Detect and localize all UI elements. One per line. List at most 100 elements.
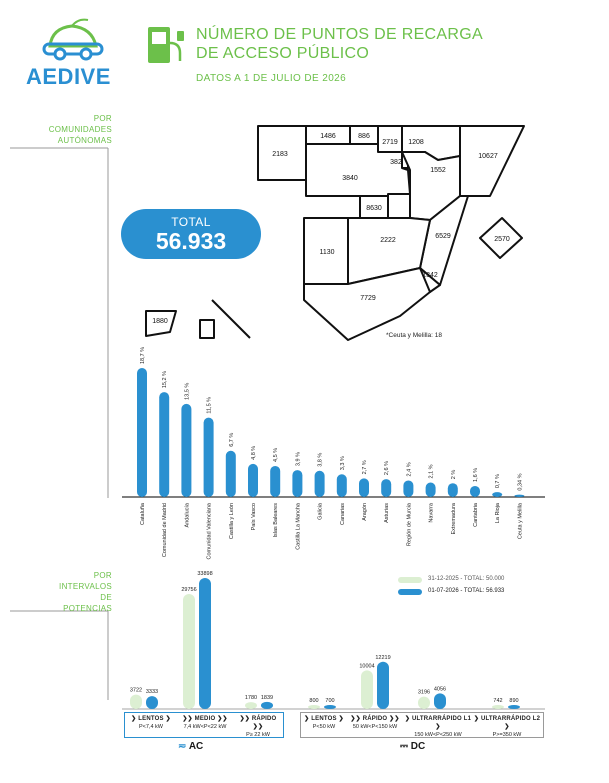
bar [183, 594, 195, 709]
map-label: 10627 [478, 153, 498, 160]
bar [425, 482, 436, 497]
bar-value-label: 4,5 % [273, 448, 279, 462]
legend-item: 31-12-2025 - TOTAL: 50.000 [398, 576, 548, 586]
bar-value-label: 700 [325, 698, 334, 704]
bar-value-label: 1,6 % [473, 468, 479, 482]
section-label-regions: POR COMUNIDADES AUTÓNOMAS [18, 113, 112, 146]
legend-item: 01-07-2026 - TOTAL: 56.933 [398, 588, 548, 598]
legend-label: 01-07-2026 - TOTAL: 56.933 [428, 588, 505, 594]
category-ac-medio: ❯❯ MEDIO ❯❯ 7,4 kW<P<22 kW [176, 715, 234, 731]
bar-value-label: 3333 [146, 689, 158, 695]
map-label: 3840 [342, 175, 358, 182]
bar [514, 494, 525, 497]
map-label: 886 [358, 133, 370, 140]
x-tick-label: Comunidad de Madrid [162, 503, 168, 557]
map-label: 1208 [408, 139, 424, 146]
ac-icon: ≂ [178, 741, 187, 752]
bar-value-label: 3,3 % [340, 456, 346, 470]
map-label: 7729 [360, 295, 376, 302]
map-label: 2183 [272, 151, 288, 158]
total-label: TOTAL [171, 215, 211, 229]
bar-value-label: 2,4 % [406, 462, 412, 476]
bar-value-label: 2,6 % [384, 461, 390, 475]
bar [181, 403, 192, 497]
map-label: 6529 [435, 233, 451, 240]
category-range: 7,4 kW<P<22 kW [183, 724, 227, 730]
map-region [479, 217, 523, 259]
bar-value-label: 1839 [261, 695, 273, 701]
legend-swatch [398, 589, 422, 595]
map-label: 1342 [422, 272, 438, 279]
bar [203, 417, 214, 497]
map-note: *Ceuta y Melilla: 18 [386, 332, 442, 339]
bar-value-label: 13,5 % [184, 383, 190, 400]
map-label: 2719 [382, 139, 398, 146]
category-name: ❯❯ MEDIO ❯❯ [182, 716, 228, 722]
bar [418, 696, 430, 709]
map-label: 8630 [366, 205, 382, 212]
bar [381, 479, 392, 497]
category-name: ❯ ULTRARRÁPIDO L1 ❯ [404, 716, 472, 730]
bar [492, 705, 504, 709]
category-name-text: LENTOS [138, 716, 164, 722]
bar [308, 705, 320, 709]
bar-value-label: 0,7 % [495, 474, 501, 488]
map-region [145, 310, 177, 337]
group-label-ac: ≂ AC [178, 741, 203, 752]
bar [199, 578, 211, 709]
category-name: ❯ ULTRARRÁPIDO L2 ❯ [473, 716, 541, 730]
page-date: DATOS A 1 DE JULIO DE 2026 [196, 73, 347, 84]
bar-value-label: 2 % [451, 470, 457, 480]
bar [447, 483, 458, 497]
bar [314, 470, 325, 497]
section-label-line: AUTÓNOMAS [57, 136, 112, 145]
section-label-line: DE [100, 593, 112, 602]
brand-logo: AEDIVE [22, 16, 122, 92]
bar [159, 392, 170, 497]
category-name-text: ULTRARRÁPIDO L1 [411, 716, 472, 722]
x-tick-label: Islas Baleares [273, 503, 279, 538]
category-name: ❯❯ RÁPIDO ❯❯ [239, 716, 277, 730]
x-tick-label: Castilla y León [229, 503, 235, 539]
bar-value-label: 29756 [181, 587, 196, 593]
bar [403, 480, 414, 497]
bar [248, 463, 258, 497]
bar-value-label: 10004 [359, 663, 374, 669]
category-dc-rapido: ❯❯ RÁPIDO ❯❯ 50 kW<P<150 kW [346, 715, 404, 731]
bar [324, 705, 336, 709]
bar-value-label: 11,5 % [207, 397, 213, 414]
category-name: ❯ LENTOS ❯ [131, 716, 171, 722]
x-tick-label: Andalucía [184, 502, 190, 527]
x-tick-label: Asturias [384, 503, 390, 523]
bar-value-label: 2,1 % [429, 464, 435, 478]
category-name-text: MEDIO [194, 716, 216, 722]
bar [434, 693, 446, 709]
bar-value-label: 4056 [434, 686, 446, 692]
category-name-text: RÁPIDO [251, 716, 277, 722]
bar-value-label: 18,7 % [140, 347, 146, 364]
category-dc-lentos: ❯ LENTOS ❯ P<50 kW [302, 715, 346, 731]
category-name-text: ULTRARRÁPIDO L2 [480, 716, 541, 722]
page-title: NÚMERO DE PUNTOS DE RECARGA DE ACCESO PÚ… [196, 26, 483, 62]
bar-value-label: 890 [509, 698, 518, 704]
map-label: 1880 [152, 318, 168, 325]
bar-value-label: 3,8 % [318, 453, 324, 467]
brand-name: AEDIVE [26, 64, 111, 89]
bar [245, 702, 257, 709]
x-tick-label: Ceuta y Melilla [517, 502, 523, 539]
charger-icon [148, 27, 184, 63]
bar-value-label: 2,7 % [362, 460, 368, 474]
bar-value-label: 1780 [245, 695, 257, 701]
bar [470, 485, 480, 497]
section-label-line: POR [93, 114, 112, 123]
group-label-text: AC [188, 741, 204, 752]
category-ac-rapido: ❯❯ RÁPIDO ❯❯ P≥ 22 kW [234, 715, 282, 739]
group-label-dc: ⎓ DC [400, 741, 425, 752]
bar [225, 450, 236, 497]
bar-value-label: 4,8 % [251, 446, 257, 460]
category-dc-ultra-l1: ❯ ULTRARRÁPIDO L1 ❯ 150 kW<P<250 kW [404, 715, 472, 739]
category-range: P>=350 kW [492, 732, 522, 738]
